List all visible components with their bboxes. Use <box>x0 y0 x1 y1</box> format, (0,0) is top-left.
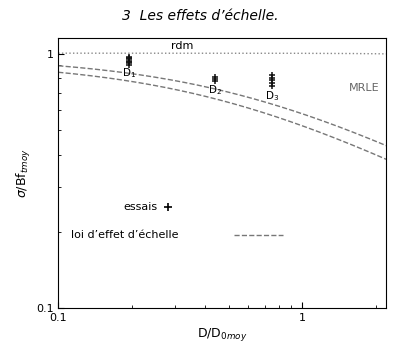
Text: D$_3$: D$_3$ <box>265 89 279 103</box>
Text: 3  Les effets d’échelle.: 3 Les effets d’échelle. <box>122 9 279 23</box>
Text: D$_1$: D$_1$ <box>122 66 136 80</box>
Text: loi d’effet d’échelle: loi d’effet d’échelle <box>71 231 179 241</box>
Text: essais: essais <box>124 202 158 212</box>
X-axis label: D/D$_{0moy}$: D/D$_{0moy}$ <box>197 326 247 343</box>
Text: rdm: rdm <box>171 41 194 51</box>
Y-axis label: $\sigma$/Bf$_{tmoy}$: $\sigma$/Bf$_{tmoy}$ <box>15 149 33 198</box>
Text: MRLE: MRLE <box>349 83 379 93</box>
Text: D$_2$: D$_2$ <box>209 83 222 97</box>
